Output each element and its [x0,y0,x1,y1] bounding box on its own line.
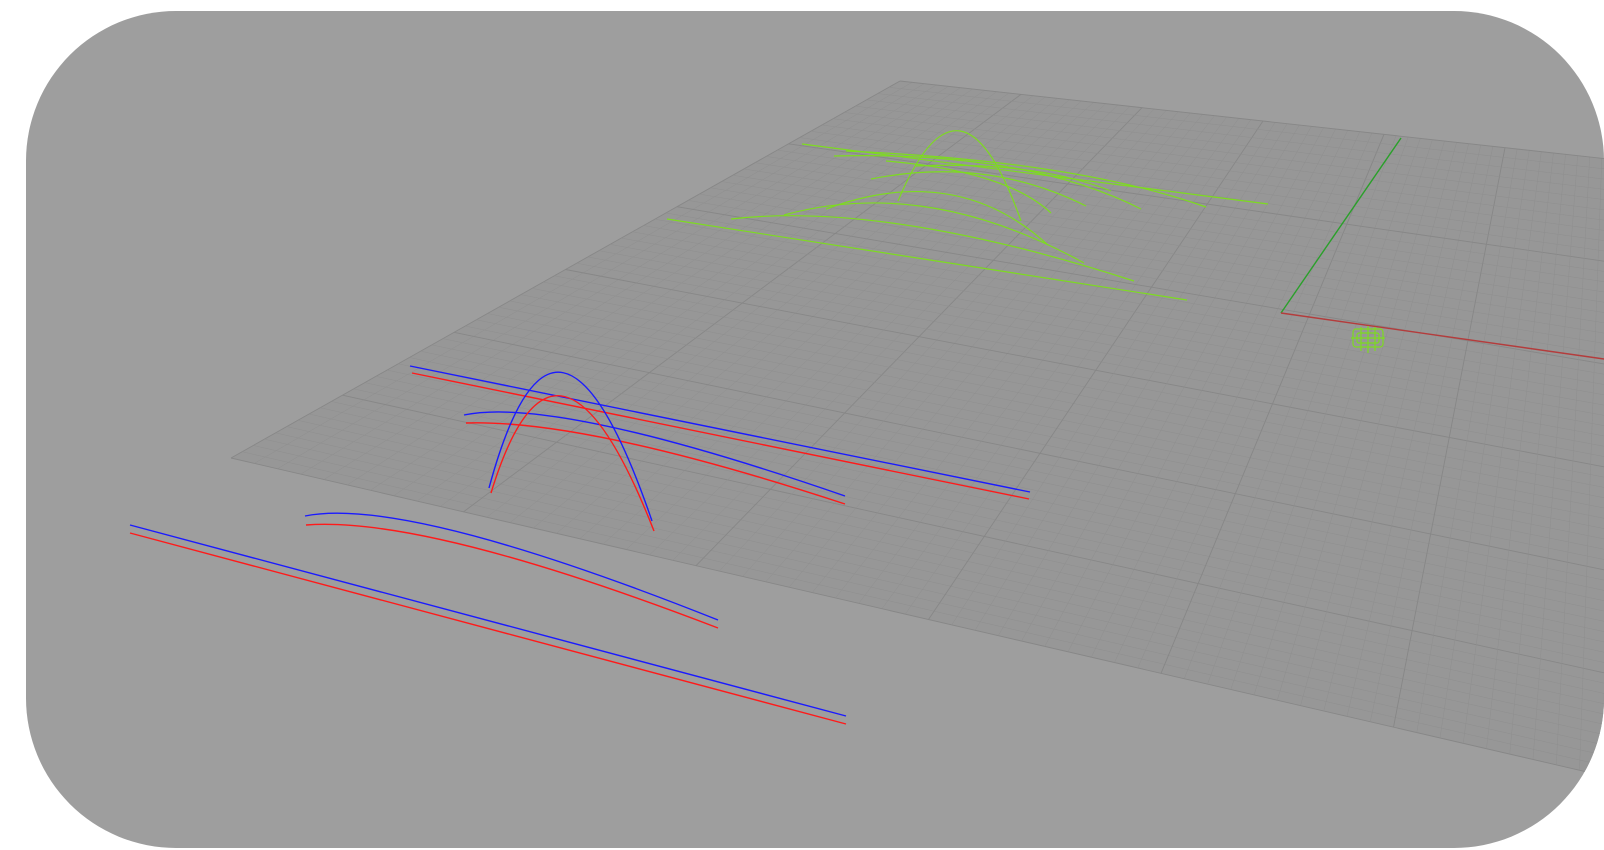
grid-plane [231,81,1604,776]
curve[interactable] [783,202,1085,264]
curve[interactable] [885,160,1052,214]
blue-curve[interactable] [304,512,719,621]
grid-line [866,99,1604,190]
curve[interactable] [845,150,1207,208]
grid-line [1486,152,1554,749]
blue-red-pair-near[interactable] [129,512,847,725]
world-axes [1280,137,1604,360]
grid-line [1532,155,1578,760]
red-curve[interactable] [490,395,655,532]
ground-grid [230,80,1604,777]
blue-curve[interactable] [463,411,846,497]
grid-line [1509,154,1566,755]
blue-curve[interactable] [409,365,1031,493]
world-y-axis [1280,137,1402,314]
blue-curve[interactable] [488,371,653,522]
grid-line [821,124,1604,231]
blue-curve[interactable] [129,524,847,717]
curve[interactable] [915,164,1112,192]
viewport-canvas[interactable] [26,11,1604,848]
3d-viewport[interactable] [26,11,1604,848]
grid-line [1579,158,1603,771]
grid-lines [230,80,1604,777]
grid-line [888,87,1604,170]
grid-line [899,80,1604,160]
curve[interactable] [870,171,1087,207]
grid-line [844,112,1604,211]
grid-line [810,131,1604,241]
grid-line [1556,156,1590,765]
world-x-axis [1280,312,1604,360]
red-curve[interactable] [411,372,1030,500]
red-curve[interactable] [129,532,847,725]
grid-line [1463,151,1542,744]
grid-line [1439,150,1530,738]
curve[interactable] [825,190,1049,246]
grid-line [833,118,1604,221]
curve[interactable] [730,215,1135,282]
curve[interactable] [833,155,1142,210]
grid-line [1393,147,1506,728]
curve[interactable] [897,130,1022,222]
small-green-object-icon[interactable] [1351,326,1385,353]
grid-line [855,105,1604,200]
blue-red-pair-mid[interactable] [409,365,1031,532]
curve[interactable] [801,143,1269,205]
green-curve-family[interactable] [666,130,1269,301]
grid-line [877,93,1604,180]
curve[interactable] [666,218,1188,301]
red-curve[interactable] [305,523,719,629]
grid-line [1416,148,1518,733]
